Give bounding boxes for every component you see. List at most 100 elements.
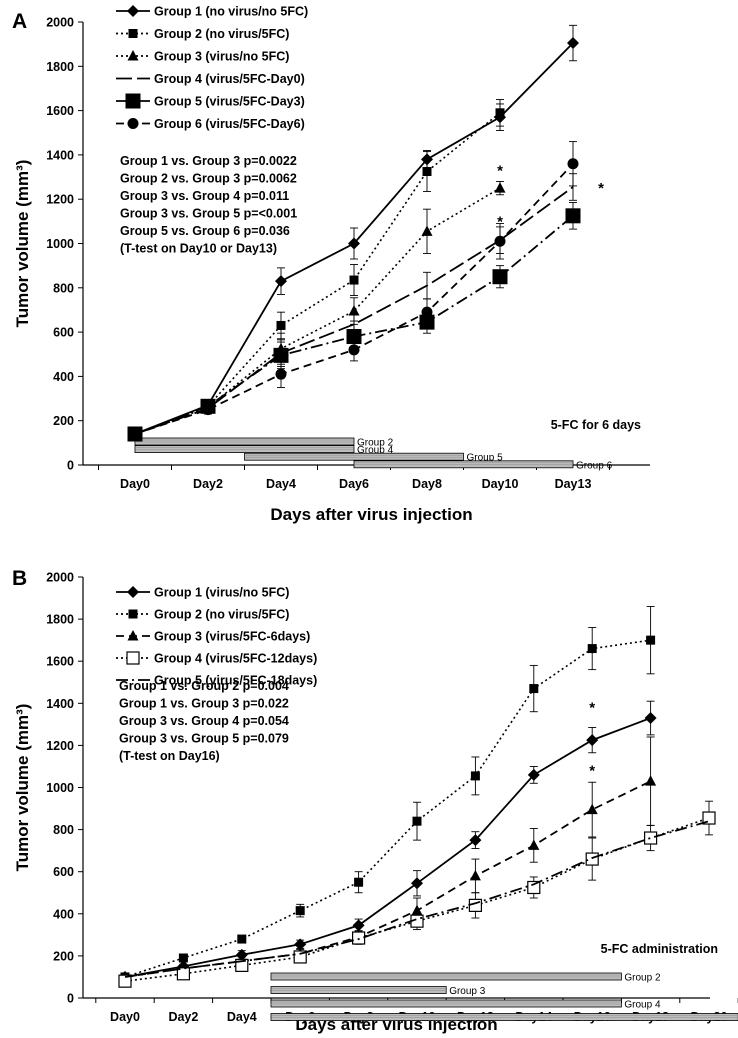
y-tick-label: 200 bbox=[53, 949, 74, 963]
legend-marker bbox=[127, 630, 139, 641]
data-point bbox=[646, 635, 656, 645]
data-point bbox=[643, 831, 658, 845]
data-point bbox=[702, 811, 716, 825]
series-2 bbox=[120, 606, 656, 982]
data-point bbox=[354, 877, 364, 887]
x-tick-label: Day2 bbox=[168, 1010, 198, 1024]
series-2 bbox=[130, 99, 505, 439]
y-axis-title: Tumor volume (mm³) bbox=[13, 160, 32, 328]
legend-marker bbox=[127, 586, 139, 598]
x-tick-label: Day10 bbox=[482, 477, 519, 491]
series-5 bbox=[124, 820, 710, 978]
data-point bbox=[586, 734, 599, 747]
data-point bbox=[422, 167, 432, 177]
x-tick-label: Day0 bbox=[120, 477, 150, 491]
treatment-bar-label: Group 3 bbox=[449, 986, 486, 997]
data-point bbox=[178, 953, 188, 963]
data-point bbox=[176, 967, 190, 981]
data-point bbox=[202, 404, 214, 416]
data-point bbox=[565, 208, 581, 224]
data-point bbox=[352, 931, 366, 945]
y-tick-label: 2000 bbox=[46, 571, 74, 585]
y-tick-label: 1800 bbox=[46, 613, 74, 627]
series-line bbox=[134, 187, 501, 435]
data-point bbox=[527, 768, 540, 781]
data-point bbox=[275, 275, 287, 288]
stat-line: (T-test on Day10 or Day13) bbox=[120, 242, 277, 256]
legend-marker bbox=[128, 29, 138, 38]
data-point bbox=[275, 368, 287, 380]
significance-star: * bbox=[589, 763, 595, 780]
y-tick-label: 400 bbox=[53, 907, 74, 921]
treatment-bar-label: Group 6 bbox=[576, 460, 613, 471]
legend-entry: Group 5 (virus/5FC-Day3) bbox=[154, 95, 305, 109]
stat-line: Group 3 vs. Group 4 p=0.011 bbox=[120, 189, 289, 203]
data-point bbox=[644, 712, 657, 725]
data-point bbox=[527, 880, 541, 895]
x-tick-label: Day0 bbox=[110, 1010, 140, 1024]
stat-line: (T-test on Day16) bbox=[119, 749, 220, 763]
data-point bbox=[645, 775, 657, 786]
data-point bbox=[235, 948, 248, 961]
stat-line: Group 2 vs. Group 3 p=0.0062 bbox=[120, 172, 297, 186]
treatment-bar: Group 3 bbox=[270, 986, 486, 997]
legend-entry: Group 4 (virus/5FC-12days) bbox=[154, 652, 317, 666]
data-point bbox=[129, 428, 141, 440]
legend-marker bbox=[127, 5, 139, 17]
treatment-bar-rect bbox=[134, 437, 355, 446]
treatment-bar-rect bbox=[270, 999, 622, 1008]
panel-letter: B bbox=[12, 567, 27, 590]
treatment-bar-label: Group 5 bbox=[467, 453, 504, 464]
stat-line: Group 1 vs. Group 3 p=0.022 bbox=[119, 697, 289, 711]
y-tick-label: 400 bbox=[53, 370, 74, 384]
y-tick-label: 200 bbox=[53, 414, 74, 428]
treatment-bar: Group 2 bbox=[270, 973, 661, 984]
data-point bbox=[586, 803, 598, 815]
treatment-bar-rect bbox=[353, 460, 574, 469]
data-point bbox=[421, 225, 433, 236]
data-point bbox=[421, 306, 433, 318]
y-axis-title: Tumor volume (mm³) bbox=[13, 704, 32, 872]
treatment-bar: Group 5 bbox=[244, 452, 504, 464]
y-tick-label: 600 bbox=[53, 865, 74, 879]
x-tick-label: Day4 bbox=[227, 1010, 257, 1024]
data-point bbox=[237, 934, 247, 944]
data-point bbox=[494, 235, 506, 247]
y-tick-label: 1200 bbox=[46, 739, 74, 753]
legend-entry: Group 1 (no virus/no 5FC) bbox=[154, 5, 308, 19]
y-tick-label: 600 bbox=[53, 326, 74, 340]
data-point bbox=[412, 816, 422, 826]
legend-entry: Group 5 (virus/5FC-18days) bbox=[154, 674, 317, 688]
data-point bbox=[492, 269, 508, 285]
treatment-bar-rect bbox=[244, 452, 464, 461]
data-point bbox=[349, 275, 359, 285]
data-point bbox=[348, 344, 360, 356]
x-tick-label: Day2 bbox=[193, 477, 223, 491]
treatment-bar: Group 4 bbox=[134, 445, 394, 456]
y-tick-label: 1000 bbox=[46, 237, 74, 251]
legend-entry: Group 2 (no virus/5FC) bbox=[154, 27, 289, 41]
y-tick-label: 1800 bbox=[46, 60, 74, 74]
stat-line: Group 3 vs. Group 4 p=0.054 bbox=[119, 714, 289, 728]
treatment-bar: Group 4 bbox=[270, 999, 661, 1011]
annotation-text: 5-FC for 6 days bbox=[551, 418, 641, 432]
data-point bbox=[276, 320, 286, 330]
data-point bbox=[495, 108, 505, 118]
data-point bbox=[294, 938, 307, 951]
treatment-bar-label: Group 2 bbox=[624, 973, 661, 984]
treatment-bar-rect bbox=[134, 445, 355, 454]
legend: Group 1 (no virus/no 5FC) Group 2 (no vir… bbox=[116, 5, 308, 131]
legend-marker bbox=[128, 609, 138, 619]
chart-panel-b: B 0 200 400 600 800 1000 1200 1400 1600 1800 2000 Da… bbox=[12, 567, 738, 1034]
data-point bbox=[585, 852, 599, 866]
y-tick-label: 0 bbox=[67, 459, 74, 473]
data-point bbox=[411, 877, 423, 890]
treatment-bar-label: Group 4 bbox=[357, 445, 394, 456]
panel-letter: A bbox=[12, 10, 27, 33]
legend-marker bbox=[127, 50, 139, 61]
series-line bbox=[134, 112, 501, 435]
data-point bbox=[529, 684, 539, 694]
data-point bbox=[469, 834, 482, 847]
series-line bbox=[124, 780, 651, 978]
treatment-bar-label: Group 2 bbox=[357, 438, 394, 449]
